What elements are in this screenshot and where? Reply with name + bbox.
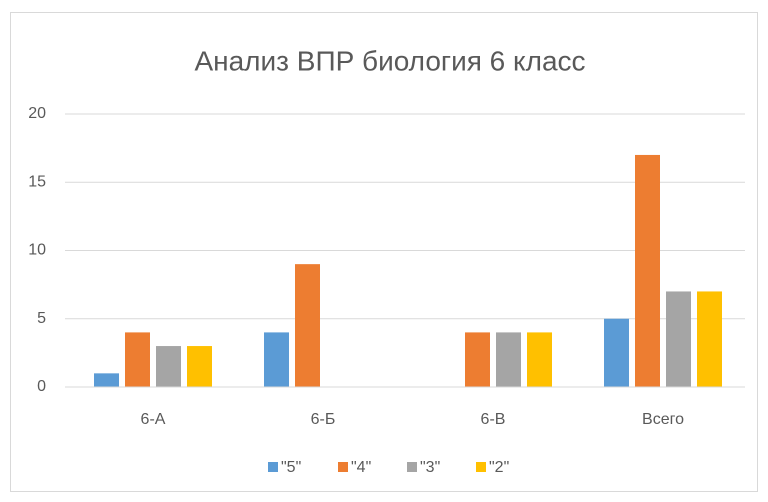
legend-label: "3": [420, 459, 440, 476]
legend-swatch: [476, 462, 486, 472]
bar: [496, 332, 521, 387]
y-tick-label: 20: [28, 105, 46, 122]
legend-swatch: [268, 462, 278, 472]
bar: [187, 346, 212, 387]
x-tick-label: 6-Б: [311, 411, 336, 428]
bar: [125, 332, 150, 387]
bar: [156, 346, 181, 387]
bar: [635, 154, 660, 387]
bar: [94, 373, 119, 387]
chart-title: Анализ ВПР биология 6 класс: [194, 45, 585, 76]
y-tick-label: 15: [28, 173, 46, 190]
bar: [295, 264, 320, 387]
chart-border: [10, 12, 758, 492]
y-tick-label: 0: [37, 378, 46, 395]
legend-swatch: [338, 462, 348, 472]
x-tick-label: 6-В: [481, 411, 506, 428]
bar: [697, 291, 722, 387]
legend-label: "2": [489, 459, 509, 476]
bar: [465, 332, 490, 387]
bar: [666, 291, 691, 387]
x-tick-label: Всего: [642, 411, 684, 428]
bar: [604, 318, 629, 387]
bar: [527, 332, 552, 387]
legend-label: "4": [351, 459, 371, 476]
y-tick-label: 5: [37, 310, 46, 327]
bar: [264, 332, 289, 387]
legend-swatch: [407, 462, 417, 472]
legend-label: "5": [281, 459, 301, 476]
y-tick-label: 10: [28, 242, 46, 259]
x-tick-label: 6-А: [141, 411, 166, 428]
